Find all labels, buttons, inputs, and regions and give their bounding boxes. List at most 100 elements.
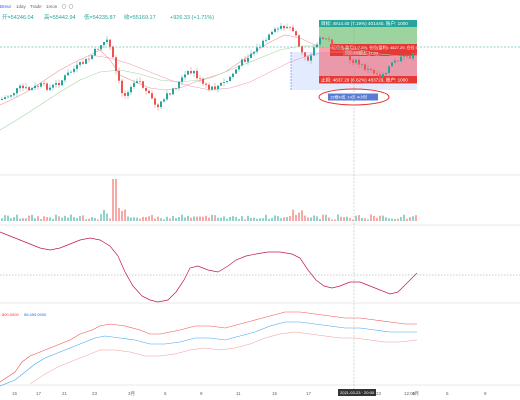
candle[interactable] <box>217 85 219 90</box>
candle[interactable] <box>397 60 399 62</box>
candle[interactable] <box>364 64 366 70</box>
candle[interactable] <box>328 38 330 40</box>
candle[interactable] <box>268 34 270 40</box>
candle[interactable] <box>391 62 393 67</box>
candle[interactable] <box>85 58 87 64</box>
candle[interactable] <box>274 28 276 32</box>
candle[interactable] <box>127 92 129 96</box>
candle[interactable] <box>178 81 180 89</box>
candle[interactable] <box>34 85 36 89</box>
candle[interactable] <box>64 75 66 81</box>
candle[interactable] <box>154 98 156 105</box>
candle[interactable] <box>163 99 165 102</box>
candle[interactable] <box>40 83 42 87</box>
candle[interactable] <box>91 55 93 59</box>
candle[interactable] <box>262 40 264 48</box>
candle[interactable] <box>199 78 201 79</box>
candle[interactable] <box>250 53 252 59</box>
candle[interactable] <box>109 39 111 47</box>
candle[interactable] <box>43 83 45 84</box>
candle[interactable] <box>121 80 123 94</box>
candle[interactable] <box>55 83 57 85</box>
candle[interactable] <box>148 90 150 94</box>
candle[interactable] <box>316 44 318 48</box>
candle[interactable] <box>97 48 99 50</box>
candle[interactable] <box>325 38 327 40</box>
candle[interactable] <box>349 54 351 61</box>
candle[interactable] <box>181 77 183 82</box>
candle[interactable] <box>106 39 108 42</box>
candle[interactable] <box>352 60 354 63</box>
candle[interactable] <box>355 59 357 63</box>
candle[interactable] <box>253 51 255 54</box>
tab-1day[interactable]: 1day <box>16 4 27 9</box>
candle[interactable] <box>229 76 231 81</box>
candle[interactable] <box>118 70 120 81</box>
candle[interactable] <box>271 31 273 35</box>
candle[interactable] <box>283 25 285 29</box>
candle[interactable] <box>19 85 21 89</box>
candle[interactable] <box>130 86 132 93</box>
candle[interactable] <box>388 66 390 73</box>
candle[interactable] <box>412 52 414 59</box>
candle[interactable] <box>400 56 402 62</box>
candle[interactable] <box>292 27 294 32</box>
candle[interactable] <box>409 56 411 59</box>
candle[interactable] <box>382 74 384 78</box>
tab-breut[interactable]: Breut <box>0 4 12 9</box>
candle[interactable] <box>94 48 96 56</box>
candle[interactable] <box>403 55 405 57</box>
candle[interactable] <box>25 87 27 89</box>
candle[interactable] <box>133 83 135 87</box>
candle[interactable] <box>202 78 204 84</box>
candle[interactable] <box>259 47 261 48</box>
candle[interactable] <box>22 85 24 89</box>
candle[interactable] <box>319 37 321 45</box>
position-tool[interactable]: 目标: 4814.40 (7.19%) 401440, 账户: 1000 已平仓… <box>0 20 520 106</box>
candle[interactable] <box>142 81 144 88</box>
candle[interactable] <box>79 62 81 65</box>
candle[interactable] <box>379 74 381 78</box>
candle[interactable] <box>394 60 396 63</box>
candle[interactable] <box>16 88 18 94</box>
candle[interactable] <box>196 70 198 79</box>
candle[interactable] <box>145 87 147 91</box>
candle[interactable] <box>175 88 177 89</box>
candle[interactable] <box>232 73 234 77</box>
candle[interactable] <box>172 88 174 95</box>
candle[interactable] <box>187 71 189 75</box>
candle[interactable] <box>208 84 210 90</box>
candle[interactable] <box>49 87 51 90</box>
candle[interactable] <box>1 98 3 100</box>
candle[interactable] <box>220 82 222 86</box>
candle[interactable] <box>358 59 360 65</box>
candle[interactable] <box>307 56 309 61</box>
candle[interactable] <box>265 39 267 41</box>
candle[interactable] <box>46 83 48 90</box>
candle[interactable] <box>7 96 9 98</box>
candle[interactable] <box>58 83 60 86</box>
candle[interactable] <box>37 85 39 87</box>
candle[interactable] <box>370 68 372 70</box>
candle[interactable] <box>205 83 207 85</box>
candle[interactable] <box>376 73 378 75</box>
candle[interactable] <box>373 69 375 74</box>
candle[interactable] <box>313 47 315 56</box>
candle[interactable] <box>103 41 105 46</box>
candle[interactable] <box>190 71 192 74</box>
candle[interactable] <box>157 104 159 108</box>
candle[interactable] <box>367 68 369 70</box>
candle[interactable] <box>67 72 69 76</box>
candle[interactable] <box>280 25 282 29</box>
candle[interactable] <box>28 87 30 91</box>
candle[interactable] <box>340 47 342 50</box>
candle[interactable] <box>406 55 408 57</box>
candle[interactable] <box>289 27 291 28</box>
candle[interactable] <box>298 35 300 47</box>
candle[interactable] <box>301 46 303 53</box>
candle[interactable] <box>151 93 153 99</box>
candle[interactable] <box>286 27 288 29</box>
candle[interactable] <box>277 28 279 30</box>
candle[interactable] <box>331 39 333 47</box>
